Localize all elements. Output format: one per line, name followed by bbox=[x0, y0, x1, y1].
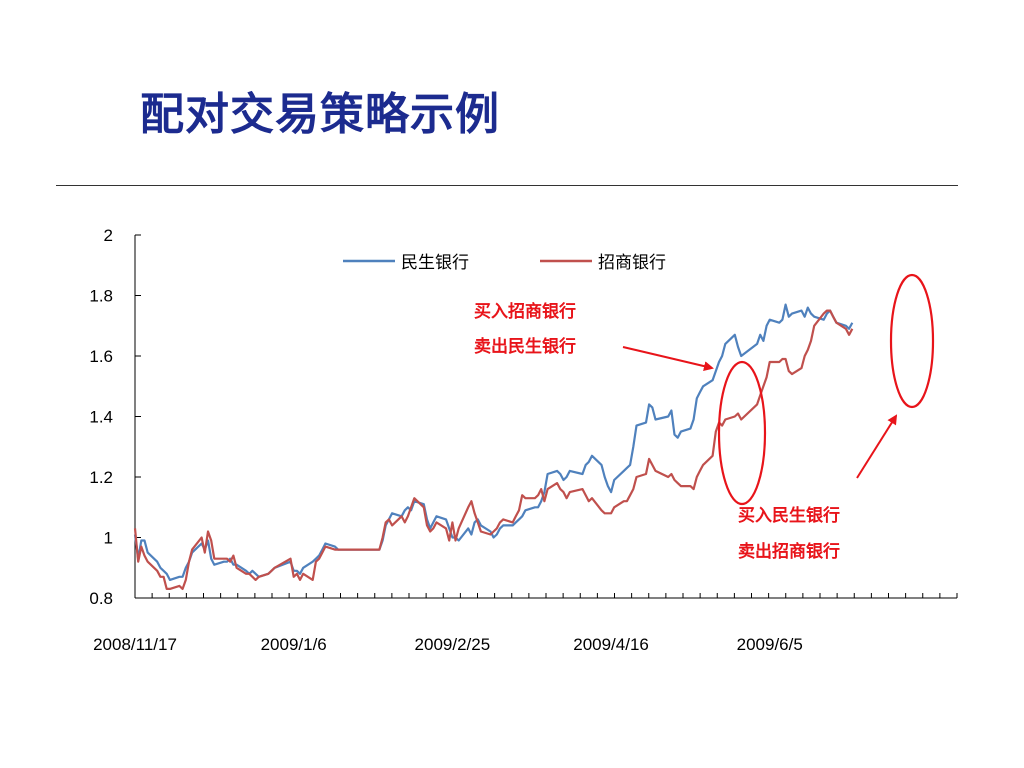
y-tick-label: 1.4 bbox=[89, 408, 113, 427]
chart-series bbox=[133, 303, 854, 591]
chart-annotations: 买入招商银行 卖出民生银行 买入民生银行 卖出招商银行 bbox=[474, 273, 935, 562]
x-tick-label: 2008/11/17 bbox=[93, 635, 177, 654]
x-tick-label: 2009/6/5 bbox=[737, 635, 803, 654]
annotation-1-line-2: 卖出民生银行 bbox=[474, 336, 576, 357]
annotation-1-circle bbox=[717, 360, 767, 506]
y-tick-label: 1.6 bbox=[89, 347, 113, 366]
annotation-2-circle bbox=[889, 273, 935, 409]
annotation-2-arrow bbox=[856, 414, 898, 479]
legend-label-minsheng: 民生银行 bbox=[401, 253, 469, 273]
y-tick-label: 2 bbox=[104, 226, 113, 245]
annotation-1-line-1: 买入招商银行 bbox=[474, 301, 576, 322]
legend-label-zhaoshang: 招商银行 bbox=[598, 253, 666, 273]
chart-axes: 0.8 1 1.2 1.4 1.6 1.8 2 2008/11/17 2009/1/6 2009/… bbox=[89, 226, 958, 654]
annotation-2-line-1: 买入民生银行 bbox=[738, 505, 840, 526]
y-tick-label: 1 bbox=[104, 529, 113, 548]
series-line-minsheng bbox=[133, 303, 854, 582]
annotation-2-line-2: 卖出招商银行 bbox=[738, 541, 840, 562]
x-tick-label: 2009/1/6 bbox=[261, 635, 327, 654]
title-divider bbox=[56, 185, 958, 186]
series-line-zhaoshang bbox=[133, 309, 854, 591]
y-tick-label: 1.2 bbox=[89, 468, 113, 487]
chart-legend: 民生银行 招商银行 bbox=[343, 253, 666, 273]
annotation-1-arrow bbox=[622, 346, 714, 372]
slide-title: 配对交易策略示例 bbox=[140, 89, 500, 140]
x-tick-label: 2009/2/25 bbox=[415, 635, 491, 654]
y-tick-label: 1.8 bbox=[89, 287, 113, 306]
y-tick-label: 0.8 bbox=[89, 589, 113, 608]
x-tick-label: 2009/4/16 bbox=[573, 635, 649, 654]
